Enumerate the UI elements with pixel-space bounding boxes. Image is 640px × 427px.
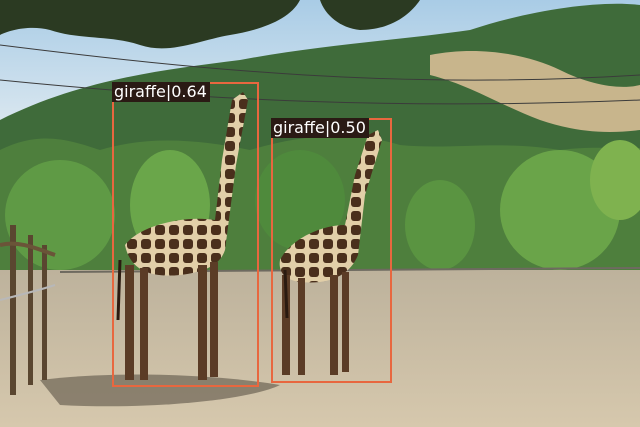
detection-label: giraffe|0.64 [112, 82, 210, 102]
overhanging-branches [320, 0, 420, 30]
tree [590, 140, 640, 220]
tree [405, 180, 475, 270]
detection-box-giraffe: giraffe|0.64 [112, 82, 259, 387]
detection-box-giraffe: giraffe|0.50 [271, 118, 392, 383]
giraffe-right [279, 130, 382, 375]
dry-hillside [430, 50, 640, 132]
wooden-fence [0, 225, 56, 395]
power-line [0, 44, 640, 81]
shadow [40, 374, 280, 407]
giraffe-left [116, 92, 248, 380]
detection-label: giraffe|0.50 [271, 118, 369, 138]
tree [5, 160, 115, 270]
overhanging-branches [0, 0, 300, 49]
tree [255, 150, 345, 250]
power-line [0, 79, 640, 105]
